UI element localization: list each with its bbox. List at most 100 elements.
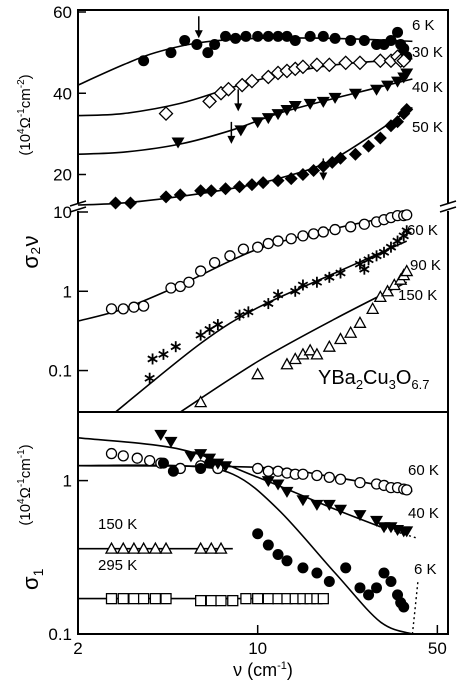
point-bottom-40-k bbox=[400, 526, 414, 538]
bottom-tick-label: 0.1 bbox=[48, 625, 72, 644]
point-top-90-k bbox=[392, 235, 403, 247]
point-bottom-295-k bbox=[215, 594, 227, 607]
point-top-30-k bbox=[221, 81, 236, 97]
point-top-150-k bbox=[194, 395, 208, 408]
point-bottom-295-k bbox=[149, 592, 162, 605]
point-top-60-k bbox=[117, 303, 129, 315]
point-bottom-150-k bbox=[116, 541, 130, 554]
curve-top-50-k bbox=[77, 106, 413, 206]
point-top-60-k bbox=[317, 226, 329, 238]
label-90k-top: 90 K bbox=[410, 257, 441, 274]
point-top-30-k bbox=[202, 93, 218, 109]
point-top-40-k bbox=[234, 125, 248, 137]
point-top-60-k bbox=[262, 237, 274, 250]
curve-top-90-k bbox=[115, 240, 408, 413]
point-top-6-k bbox=[220, 30, 232, 42]
point-top-40-k bbox=[370, 84, 384, 96]
point-bottom-60-k bbox=[323, 471, 335, 483]
point-top-6-k bbox=[240, 30, 252, 42]
point-bottom-40-k bbox=[353, 510, 367, 522]
point-top-6-k bbox=[345, 34, 357, 46]
point-top-60-k bbox=[195, 265, 207, 277]
point-top-6-k bbox=[358, 34, 370, 46]
point-top-60-k bbox=[401, 209, 413, 221]
arrow-head bbox=[234, 103, 243, 112]
top-y-axis-label: σ₂ν bbox=[18, 235, 43, 268]
point-bottom-6-k bbox=[281, 555, 293, 567]
point-bottom-6-k bbox=[354, 582, 366, 594]
point-bottom-60-k bbox=[401, 484, 413, 496]
point-top-60-k bbox=[252, 241, 264, 253]
point-top-90-k bbox=[385, 241, 397, 253]
point-top-6-k bbox=[392, 26, 404, 38]
point-top-60-k bbox=[165, 282, 177, 294]
point-top-60-k bbox=[345, 221, 357, 233]
point-top-90-k bbox=[335, 267, 346, 279]
point-top-30-k bbox=[295, 59, 311, 75]
point-top-30-k bbox=[244, 73, 260, 89]
point-top-90-k bbox=[324, 271, 335, 283]
point-top-90-k bbox=[311, 276, 323, 288]
point-top-6-k bbox=[329, 32, 341, 44]
point-top-6-k bbox=[209, 39, 221, 50]
lower-tick-label: 1 bbox=[63, 282, 72, 301]
point-bottom-295-k bbox=[240, 592, 252, 605]
point-bottom-40-k bbox=[310, 499, 324, 511]
curve-bottom-40-k bbox=[77, 437, 381, 528]
point-top-50-k bbox=[271, 174, 285, 188]
point-bottom-150-k bbox=[214, 541, 228, 554]
point-top-30-k bbox=[321, 57, 337, 73]
x-tick-label: 2 bbox=[73, 639, 82, 658]
label-30k-top: 30 K bbox=[412, 44, 443, 61]
point-bottom-6-k bbox=[297, 562, 309, 574]
point-top-30-k bbox=[352, 55, 368, 71]
point-top-60-k bbox=[285, 233, 297, 245]
point-bottom-150-k bbox=[159, 541, 173, 554]
arrow-head bbox=[227, 135, 236, 144]
point-bottom-40-k bbox=[370, 515, 384, 527]
point-bottom-150-k bbox=[204, 541, 218, 554]
point-top-150-k bbox=[344, 325, 358, 338]
point-top-150-k bbox=[366, 302, 380, 315]
point-top-60-k bbox=[105, 303, 118, 315]
point-top-6-k bbox=[138, 55, 150, 67]
svg-text:σ₂ν: σ₂ν bbox=[18, 235, 43, 268]
bottom-y-axis-unit: (104Ω-1cm-1) bbox=[16, 444, 34, 525]
upper-tick-label: 20 bbox=[53, 166, 72, 185]
point-top-60-k bbox=[272, 235, 284, 247]
point-bottom-6-k bbox=[371, 582, 383, 594]
point-top-50-k bbox=[173, 188, 187, 202]
point-top-150-k bbox=[353, 315, 367, 328]
point-top-90-k bbox=[378, 246, 390, 258]
point-top-150-k bbox=[310, 347, 324, 360]
point-top-90-k bbox=[195, 329, 206, 341]
bottom-panel-frame bbox=[77, 411, 449, 635]
point-top-40-k bbox=[400, 68, 414, 80]
point-top-90-k bbox=[204, 323, 215, 335]
label-60k-bottom: 60 K bbox=[408, 462, 439, 479]
point-top-6-k bbox=[191, 39, 203, 50]
point-top-90-k bbox=[158, 348, 169, 360]
point-top-40-k bbox=[381, 80, 395, 92]
point-bottom-60-k bbox=[252, 462, 264, 475]
point-top-90-k bbox=[272, 289, 284, 301]
point-bottom-295-k bbox=[262, 592, 274, 605]
point-bottom-295-k bbox=[137, 592, 150, 605]
point-top-50-k bbox=[362, 139, 376, 153]
point-bottom-40-k bbox=[322, 499, 336, 511]
point-top-90-k bbox=[234, 309, 245, 321]
point-top-6-k bbox=[262, 30, 274, 42]
point-bottom-295-k bbox=[128, 592, 140, 605]
point-bottom-6-k bbox=[272, 548, 284, 560]
point-top-30-k bbox=[158, 106, 174, 121]
point-bottom-40-k bbox=[271, 479, 285, 491]
point-top-90-k bbox=[354, 258, 366, 270]
point-top-50-k bbox=[348, 147, 362, 161]
point-top-40-k bbox=[328, 92, 342, 104]
point-bottom-295-k bbox=[105, 592, 118, 605]
dotted-tail-40-k bbox=[380, 526, 419, 540]
point-top-90-k bbox=[147, 353, 158, 365]
point-bottom-150-k bbox=[148, 541, 162, 554]
point-top-150-k bbox=[333, 332, 348, 345]
